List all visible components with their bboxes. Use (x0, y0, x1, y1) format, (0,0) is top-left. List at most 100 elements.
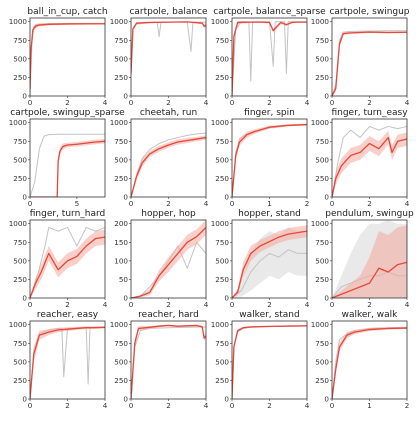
x-tick-label: 0 (330, 98, 335, 107)
y-tick-label: 1000 (110, 17, 129, 26)
axes-frame (130, 17, 207, 97)
y-tick-label: 750 (13, 238, 27, 247)
x-tick-label: 2 (267, 401, 272, 410)
x-tick-label: 4 (305, 300, 310, 309)
y-tick-label: 1000 (311, 320, 330, 329)
reference-line (332, 125, 407, 197)
y-tick-label: 500 (13, 54, 27, 63)
axes-frame (331, 17, 408, 97)
y-tick-label: 500 (215, 256, 229, 265)
x-tick-label: 2 (166, 98, 171, 107)
y-tick-label: 500 (215, 357, 229, 366)
y-tick-label: 0 (123, 193, 128, 202)
y-tick-label: 750 (114, 36, 128, 45)
x-tick-label: 0 (230, 199, 235, 208)
x-tick-label: 0 (330, 199, 335, 208)
series-line (30, 23, 105, 89)
plot-area (332, 326, 407, 399)
reference-line (131, 326, 206, 399)
series-band (30, 326, 105, 399)
y-tick-label: 0 (224, 193, 229, 202)
subplot-0: ball_in_cup, catch 0 250 500 750 1000 0 2 4 (9, 7, 108, 107)
x-tick-label: 2 (305, 199, 310, 208)
x-tick-label: 4 (405, 98, 410, 107)
reference-band (232, 227, 307, 298)
y-tick-label: 500 (13, 155, 27, 164)
axes-frame (231, 118, 308, 198)
y-tick-label: 1000 (110, 118, 129, 127)
x-tick-label: 2 (166, 300, 171, 309)
series-line (232, 230, 307, 298)
plot-area (332, 30, 407, 96)
subplot-title: walker, walk (342, 310, 399, 320)
reference-line (332, 30, 407, 96)
y-tick-label: 500 (215, 155, 229, 164)
y-tick-label: 1000 (9, 118, 28, 127)
y-tick-label: 0 (224, 92, 229, 101)
subplot-title: hopper, hop (141, 209, 196, 219)
subplot-6: finger, spin 0 250 500 750 1000 0 1 2 (211, 108, 310, 208)
y-tick-label: 250 (13, 73, 27, 82)
subplot-4: cartpole, swingup_sparse 0 250 500 750 1000 0 5 (9, 108, 125, 208)
axes-frame (29, 17, 106, 97)
subplot-title: cartpole, swingup (329, 7, 409, 17)
y-tick-label: 1000 (9, 17, 28, 26)
y-tick-label: 150 (114, 238, 128, 247)
y-tick-label: 250 (13, 275, 27, 284)
series-line (332, 31, 407, 96)
series-band (332, 31, 407, 96)
x-tick-label: 0 (330, 300, 335, 309)
plot-area (131, 21, 206, 78)
x-tick-label: 2 (65, 300, 70, 309)
subplot-1: cartpole, balance 0 250 500 750 1000 0 2 4 (110, 7, 209, 107)
x-tick-label: 2 (405, 401, 410, 410)
plot-area (332, 220, 407, 298)
y-tick-label: 1000 (211, 219, 230, 228)
axes-frame (231, 320, 308, 400)
series-band (131, 220, 206, 298)
y-tick-label: 1000 (9, 320, 28, 329)
series-band (131, 324, 206, 399)
x-tick-label: 2 (267, 98, 272, 107)
subplot-title: cheetah, run (140, 108, 197, 118)
y-tick-label: 500 (215, 54, 229, 63)
y-tick-label: 750 (13, 137, 27, 146)
x-tick-label: 4 (204, 401, 209, 410)
y-tick-label: 250 (215, 376, 229, 385)
y-tick-label: 500 (315, 256, 329, 265)
x-tick-label: 4 (103, 401, 108, 410)
y-tick-label: 0 (22, 193, 27, 202)
subplot-11: pendulum, swingup 0 250 500 750 1000 0 2 4 (311, 209, 414, 309)
y-tick-label: 1000 (211, 118, 230, 127)
y-tick-label: 1000 (9, 219, 28, 228)
y-tick-label: 500 (315, 357, 329, 366)
x-tick-label: 1 (367, 401, 372, 410)
plot-area (232, 225, 307, 298)
subplot-13: reacher, hard 0 250 500 750 1000 0 2 4 (110, 310, 209, 410)
plot-area (30, 326, 105, 399)
y-tick-label: 0 (22, 395, 27, 404)
y-tick-label: 500 (114, 357, 128, 366)
y-tick-label: 100 (114, 256, 128, 265)
y-tick-label: 250 (13, 174, 27, 183)
x-tick-label: 2 (65, 98, 70, 107)
series-band (232, 20, 307, 96)
subplot-2: cartpole, balance_sparse 0 250 500 750 1000 0 2… (211, 7, 326, 107)
y-tick-label: 750 (215, 238, 229, 247)
series-band (332, 326, 407, 399)
subplot-title: ball_in_cup, catch (27, 7, 107, 17)
x-tick-label: 0 (129, 199, 134, 208)
x-tick-label: 2 (166, 199, 171, 208)
y-tick-label: 750 (215, 137, 229, 146)
subplot-3: cartpole, swingup 0 250 500 750 1000 0 2 4 (311, 7, 410, 107)
series-line (332, 261, 407, 298)
plot-area (232, 20, 307, 96)
x-tick-label: 0 (330, 401, 335, 410)
x-tick-label: 2 (267, 300, 272, 309)
y-tick-label: 750 (13, 36, 27, 45)
x-tick-label: 4 (204, 300, 209, 309)
series-line (131, 136, 206, 197)
subplot-title: cartpole, swingup_sparse (10, 108, 125, 118)
